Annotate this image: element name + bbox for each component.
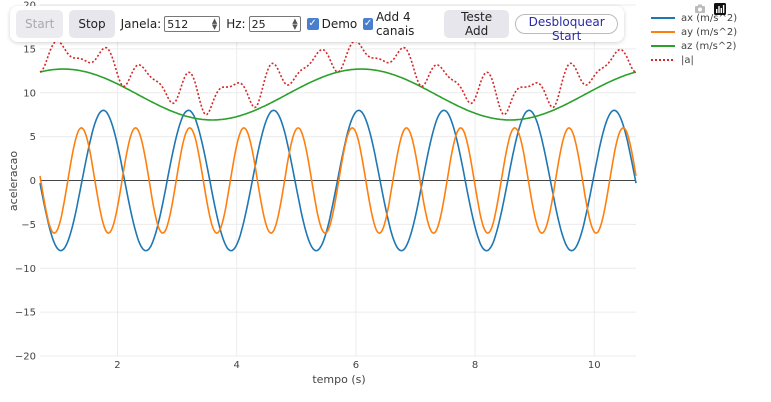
legend-item[interactable]: az (m/s^2) [651,39,737,53]
start-button[interactable]: Start [16,10,64,38]
series-line-1 [39,127,637,234]
demo-field: ✓ Demo [306,17,358,31]
legend-label: az (m/s^2) [681,40,737,52]
legend-item[interactable]: ax (m/s^2) [651,11,737,25]
y-tick-label: −5 [21,220,36,231]
y-tick-label: 0 [30,176,36,187]
legend-item[interactable]: ay (m/s^2) [651,25,737,39]
plotly-logo-icon[interactable] [714,3,726,15]
stop-button[interactable]: Stop [69,10,115,38]
demo-label: Demo [321,17,358,31]
y-tick-label: −10 [15,264,36,275]
hz-input[interactable]: 25 ▲ ▼ [248,16,301,32]
y-tick-label: −20 [15,352,36,363]
add-canais-field: ✓ Add 4 canais [363,10,438,38]
control-toolbar: Start Stop Janela: 512 ▲ ▼ Hz: 25 ▲ ▼ ✓ De… [10,6,624,43]
modebar [694,3,726,15]
spinner-icon[interactable]: ▲ ▼ [292,17,298,31]
spinner-icon[interactable]: ▲ ▼ [211,17,218,31]
demo-checkbox[interactable]: ✓ [306,18,319,30]
series-line-3 [39,40,637,116]
y-tick-label: 15 [23,44,36,55]
legend-label: ay (m/s^2) [681,26,738,38]
y-tick-label: −15 [15,308,36,319]
x-tick-label: 8 [472,360,478,371]
legend-label: ax (m/s^2) [681,12,738,24]
x-tick-label: 10 [588,360,601,371]
x-tick-label: 6 [353,360,359,371]
x-axis-label: tempo (s) [312,373,365,386]
add-canais-label: Add 4 canais [375,10,415,38]
x-tick-label: 4 [233,360,239,371]
series-line-0 [39,109,637,252]
hz-field: Hz: 25 ▲ ▼ [226,16,301,32]
add-canais-checkbox[interactable]: ✓ [363,18,373,30]
legend-label: |a| [681,54,694,66]
janela-field: Janela: 512 ▲ ▼ [121,16,221,32]
hz-label: Hz: [226,17,246,31]
legend-swatch [651,31,675,33]
legend: ax (m/s^2) ay (m/s^2) az (m/s^2) |a| [651,11,737,67]
y-tick-label: 5 [30,132,36,143]
legend-swatch [651,45,675,47]
series-line-2 [39,68,637,121]
y-tick-label: 10 [23,88,36,99]
camera-icon[interactable] [694,3,706,15]
y-axis-label: aceleracao [7,151,20,211]
teste-add-button[interactable]: Teste Add [444,10,510,38]
x-tick-label: 2 [114,360,120,371]
hz-value: 25 [251,17,266,31]
janela-label: Janela: [120,17,162,31]
legend-swatch [651,17,675,19]
desbloquear-start-button[interactable]: Desbloquear Start [515,14,618,43]
tick-labels: −20−15−10−505101520246810 [15,1,601,372]
janela-input[interactable]: 512 ▲ ▼ [164,16,221,32]
series-lines [39,40,637,252]
legend-swatch [651,59,675,61]
legend-item[interactable]: |a| [651,53,737,67]
janela-value: 512 [167,17,189,31]
